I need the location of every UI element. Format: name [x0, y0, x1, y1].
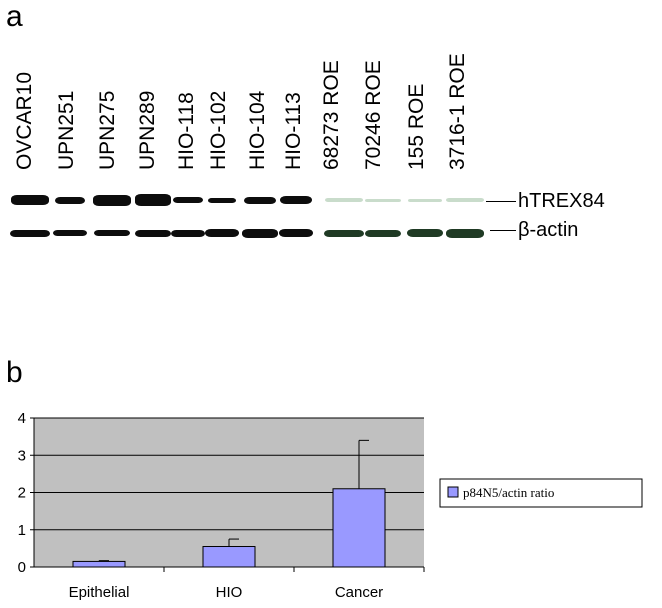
htrex84-band [408, 198, 442, 202]
bar-chart: 0 1 2 3 4 Epithelial HIO Cancer p84N5/actin rat… [18, 410, 643, 601]
lane-label: 68273 ROE [320, 60, 343, 170]
lane-label: OVCAR10 [13, 71, 36, 170]
actin-band [279, 229, 313, 237]
htrex84-band [208, 197, 236, 203]
htrex84-band [365, 198, 401, 202]
actin-band [171, 229, 205, 237]
actin-band [324, 229, 364, 237]
actin-band [242, 228, 278, 238]
htrex84-band [244, 196, 276, 204]
lane-label: HIO-113 [282, 92, 305, 170]
htrex84-label: hTREX84 [518, 190, 605, 212]
actin-band [407, 229, 443, 237]
lane-label: HIO-118 [175, 92, 198, 170]
actin-band [365, 229, 401, 237]
panel-b-letter: b [6, 356, 23, 389]
x-tick-label: HIO [216, 584, 243, 601]
panel-a-letter: a [6, 0, 23, 33]
x-tick-label: Cancer [335, 584, 383, 601]
legend-swatch [447, 486, 459, 498]
actin-band [446, 228, 484, 238]
y-tick-label: 4 [18, 410, 26, 427]
actin-band [205, 229, 239, 237]
y-tick-label: 3 [18, 447, 26, 464]
legend-box [439, 478, 643, 508]
lane-label: UPN275 [96, 90, 119, 170]
htrex84-band [280, 196, 312, 204]
htrex84-band [11, 195, 49, 205]
htrex84-band [55, 196, 85, 204]
lane-label: HIO-102 [207, 90, 230, 170]
legend-label: p84N5/actin ratio [463, 485, 554, 500]
lane-label: UPN251 [55, 90, 78, 170]
x-tick-label: Epithelial [69, 584, 130, 601]
y-tick-label: 0 [18, 559, 26, 576]
actin-band [94, 230, 130, 236]
lane-label: UPN289 [136, 90, 159, 170]
actin-band [10, 229, 50, 237]
actin-band [135, 229, 171, 237]
lane-label: 155 ROE [405, 83, 428, 170]
htrex84-band [135, 194, 171, 206]
y-tick-label: 1 [18, 522, 26, 539]
lane-label: 70246 ROE [362, 60, 385, 170]
bar [332, 488, 386, 568]
lane-label: HIO-104 [246, 90, 269, 170]
htrex84-band [93, 194, 131, 206]
htrex84-band [325, 198, 363, 202]
lane-label: 3716-1 ROE [446, 53, 469, 170]
actin-pointer [490, 230, 516, 231]
actin-band [53, 230, 87, 236]
htrex84-band [446, 198, 484, 202]
bar [202, 546, 256, 568]
y-tick-label: 2 [18, 485, 26, 502]
htrex84-band [173, 197, 203, 203]
htrex84-pointer [486, 201, 516, 202]
actin-label: β-actin [518, 219, 579, 241]
bar [72, 560, 126, 568]
